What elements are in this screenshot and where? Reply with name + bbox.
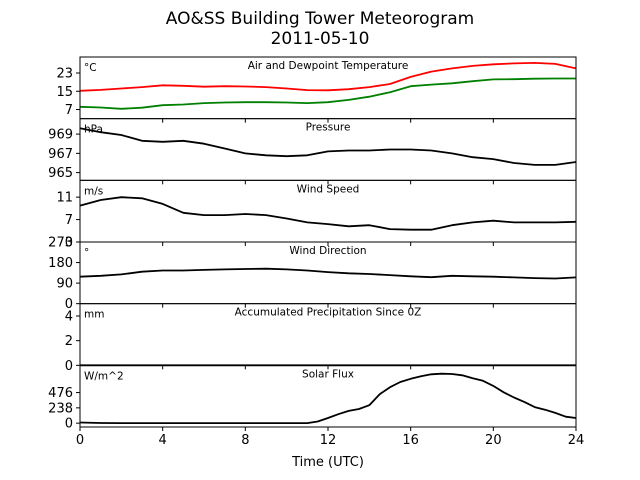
y-tick-label: 15 [56,85,73,100]
panel-unit: W/m^2 [84,370,124,382]
y-tick-label: 0 [65,359,73,374]
panel: Accumulated Precipitation Since 0Z mm 0 2 4 [65,303,577,374]
y-tick-label: 0 [65,297,73,312]
panel-title: Air and Dewpoint Temperature [248,60,409,72]
y-tick-label: 3 [65,236,73,251]
y-tick-label: 7 [65,213,73,228]
y-tick-label: 0 [65,417,73,432]
series-line [79,127,577,166]
y-tick-label: 965 [48,166,73,181]
y-tick-label: 90 [56,277,73,292]
panel-unit: hPa [84,124,103,136]
panel-title: Wind Speed [297,183,360,195]
panel: Wind Direction ° 0 90 180 270 [48,236,577,312]
panel-title: Solar Flux [302,368,354,380]
x-tick-label: 12 [320,433,337,448]
x-tick-label: 8 [241,433,249,448]
y-tick-label: 180 [48,256,73,271]
series-line [79,62,577,92]
panel: Pressure hPa 965 967 969 [48,118,577,185]
x-tick-label: 16 [402,433,419,448]
y-tick-label: 7 [65,103,73,118]
panel-title: Wind Direction [289,245,366,257]
panel-unit: m/s [84,185,103,197]
x-tick-label: 0 [76,433,84,448]
series-line [79,196,577,231]
panel-title: Pressure [306,122,351,134]
x-tick-label: 20 [485,433,502,448]
x-axis-label: Time (UTC) [291,455,364,470]
panel-title: Accumulated Precipitation Since 0Z [235,307,422,319]
panel-unit: mm [84,309,104,321]
y-tick-label: 2 [65,334,73,349]
series-line [79,372,577,425]
x-axis: 0 4 8 12 16 20 24 [76,433,584,448]
y-tick-label: 238 [48,401,73,416]
y-tick-label: 23 [56,66,73,81]
panel-unit: ° [84,247,89,259]
panels-group: Air and Dewpoint Temperature°C71523Press… [48,56,577,432]
x-tick-label: 4 [159,433,167,448]
y-tick-label: 476 [48,386,73,401]
y-tick-label: 969 [48,128,73,143]
series-line [79,77,576,110]
y-tick-label: 967 [48,147,73,162]
chart-subtitle: 2011-05-10 [271,29,370,49]
y-tick-label: 270 [48,236,73,251]
y-tick-label: 11 [56,191,73,206]
x-tick-label: 24 [568,433,585,448]
panel: Air and Dewpoint Temperature °C 7 15 23 [56,56,577,123]
y-tick-label: 4 [65,310,73,325]
panel: Wind Speed m/s 3 7 11 [56,179,577,251]
series-line [79,267,577,280]
chart-title: AO&SS Building Tower Meteorogram [166,9,474,29]
panel-unit: °C [84,62,97,74]
